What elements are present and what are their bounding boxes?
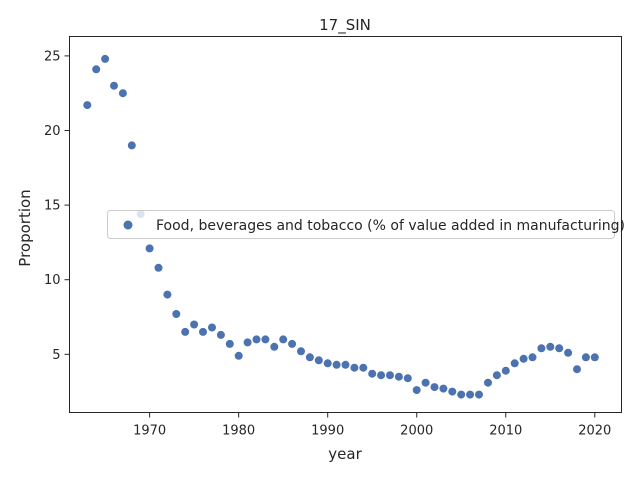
- data-point: [581, 353, 590, 362]
- data-point: [537, 344, 546, 353]
- plot-area-frame: [69, 36, 622, 413]
- data-point: [564, 348, 573, 357]
- data-point: [145, 244, 154, 253]
- legend-label: Food, beverages and tobacco (% of value …: [156, 218, 625, 234]
- chart-title: 17_SIN: [319, 16, 371, 35]
- data-point: [448, 387, 457, 396]
- y-axis-label: Proportion: [16, 189, 34, 266]
- x-tick-label: 1970: [133, 424, 166, 439]
- x-axis-label: year: [328, 445, 362, 463]
- y-tick-label: 5: [52, 348, 60, 363]
- x-tick-label: 2020: [578, 424, 611, 439]
- data-point: [208, 323, 216, 332]
- data-point: [573, 365, 581, 374]
- data-point: [181, 327, 190, 336]
- data-point: [341, 360, 350, 369]
- data-point: [528, 353, 537, 362]
- x-tick-label: 2010: [489, 424, 522, 439]
- data-point: [190, 320, 199, 329]
- y-tick-label: 10: [44, 273, 61, 288]
- data-point: [234, 351, 243, 360]
- data-point: [270, 342, 279, 351]
- data-point: [288, 339, 297, 348]
- data-point: [118, 89, 127, 98]
- data-point: [475, 390, 483, 399]
- data-point: [546, 342, 555, 351]
- data-point: [279, 335, 288, 344]
- data-point: [368, 369, 377, 378]
- data-point: [501, 366, 510, 375]
- data-point: [297, 347, 305, 356]
- x-tick-label: 2000: [400, 424, 433, 439]
- data-point: [350, 363, 359, 372]
- data-point: [261, 335, 270, 344]
- data-point: [127, 141, 136, 150]
- data-point: [332, 360, 341, 369]
- data-point: [555, 344, 564, 353]
- data-point: [377, 371, 386, 380]
- data-point: [386, 371, 394, 380]
- data-point: [359, 363, 368, 372]
- data-point: [199, 327, 207, 336]
- data-point: [83, 101, 92, 110]
- data-point: [590, 353, 599, 362]
- data-point: [252, 335, 261, 344]
- y-axis-ticks: 5 10 15 20 25: [44, 49, 70, 363]
- data-point: [314, 356, 323, 365]
- data-point: [225, 339, 234, 348]
- data-point: [101, 54, 110, 63]
- legend-box: [107, 210, 615, 239]
- data-point: [412, 386, 421, 395]
- data-point: [305, 353, 314, 362]
- data-point: [154, 263, 163, 272]
- legend-marker: [123, 220, 133, 230]
- data-point: [439, 384, 448, 393]
- y-tick-label: 15: [44, 199, 61, 214]
- x-axis-ticks: 1970 1980 1990 2000 2010 2020: [133, 412, 611, 439]
- data-point: [466, 390, 475, 399]
- data-point: [323, 359, 332, 368]
- data-point: [492, 371, 501, 380]
- y-tick-label: 20: [44, 124, 61, 139]
- data-point: [403, 374, 412, 383]
- data-point: [484, 378, 492, 387]
- data-point: [519, 354, 528, 363]
- data-point: [510, 359, 519, 368]
- data-point: [243, 338, 252, 347]
- data-point: [457, 390, 466, 399]
- data-point: [110, 81, 118, 90]
- data-point: [430, 383, 439, 392]
- x-tick-label: 1990: [311, 424, 344, 439]
- data-point: [421, 378, 430, 387]
- data-point: [172, 310, 181, 318]
- data-point: [394, 372, 403, 381]
- data-point: [163, 290, 172, 299]
- legend: Food, beverages and tobacco (% of value …: [107, 210, 625, 239]
- y-tick-label: 25: [44, 49, 61, 64]
- x-tick-label: 1980: [222, 424, 255, 439]
- data-point: [216, 330, 225, 339]
- data-point: [92, 65, 101, 74]
